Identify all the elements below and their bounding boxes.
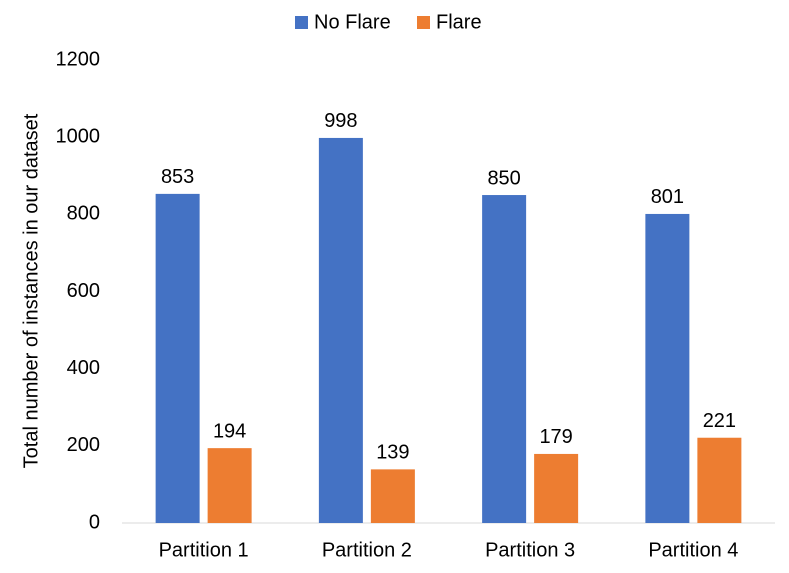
data-label: 179	[539, 426, 572, 448]
y-tick-label: 400	[67, 357, 100, 379]
bar	[697, 437, 742, 523]
x-tick-label: Partition 3	[485, 539, 575, 561]
y-tick-label: 600	[67, 280, 100, 302]
bar	[207, 448, 252, 523]
data-label: 139	[376, 442, 409, 464]
data-label: 194	[213, 420, 246, 442]
legend-swatch	[295, 16, 308, 29]
y-tick-label: 200	[67, 434, 100, 456]
x-tick-label: Partition 4	[648, 539, 738, 561]
data-label: 850	[487, 167, 520, 189]
y-tick-label: 800	[67, 203, 100, 225]
x-tick-label: Partition 2	[322, 539, 412, 561]
bar	[370, 469, 415, 523]
legend-label: No Flare	[314, 11, 391, 33]
legend-label: Flare	[436, 11, 482, 33]
bar	[534, 453, 579, 523]
x-tick-label: Partition 1	[159, 539, 249, 561]
bar	[318, 137, 363, 523]
y-tick-label: 1000	[56, 125, 101, 147]
bar	[645, 213, 690, 523]
data-label: 221	[703, 410, 736, 432]
y-tick-label: 0	[89, 511, 100, 533]
y-tick-label: 1200	[56, 48, 101, 70]
bar	[155, 193, 200, 524]
legend-swatch	[417, 16, 430, 29]
y-axis-title: Total number of instances in our dataset	[20, 113, 42, 468]
bar	[482, 195, 527, 523]
data-label: 801	[651, 186, 684, 208]
data-label: 998	[324, 110, 357, 132]
data-label: 853	[161, 166, 194, 188]
